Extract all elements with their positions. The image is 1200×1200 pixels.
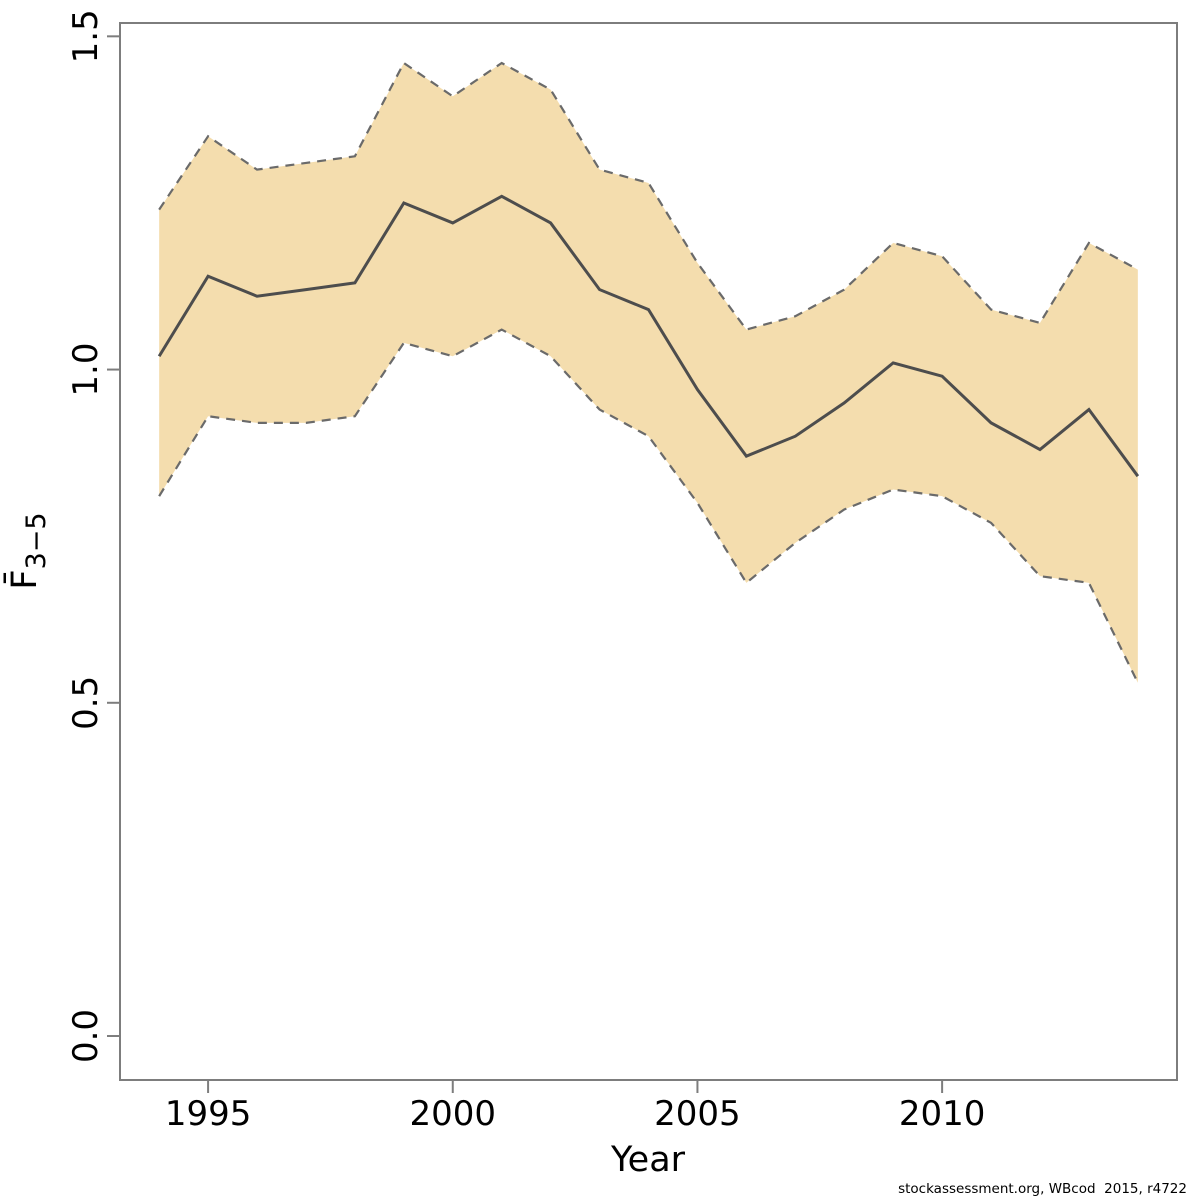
y-axis-title: F̄3−5: [3, 512, 52, 589]
ci-lower-line: [158, 328, 1139, 684]
y-axis-title-sub: 3−5: [21, 512, 52, 569]
x-tick-label: 2010: [899, 1094, 986, 1134]
y-tick-label: 0.0: [66, 1009, 106, 1063]
plot-area: 1995 2000 2005 2010 0.0 0.5 1.0 1.5: [66, 9, 1178, 1134]
y-axis-title-main: F̄: [3, 569, 45, 589]
y-tick-label: 1.5: [66, 9, 106, 63]
plot-border: [119, 22, 1178, 1081]
x-tick-label: 2000: [409, 1094, 496, 1134]
confidence-band: [159, 62, 1138, 683]
x-axis-title: Year: [610, 1140, 686, 1180]
estimate-line: [157, 194, 1140, 478]
footer-credit: stockassessment.org, WBcod 2015, r4722: [898, 1181, 1187, 1197]
ci-upper-line: [158, 61, 1139, 331]
y-tick-label: 1.0: [66, 343, 106, 397]
x-tick-label: 2005: [654, 1094, 741, 1134]
x-tick-label: 1995: [165, 1094, 252, 1134]
y-tick-label: 0.5: [66, 676, 106, 730]
